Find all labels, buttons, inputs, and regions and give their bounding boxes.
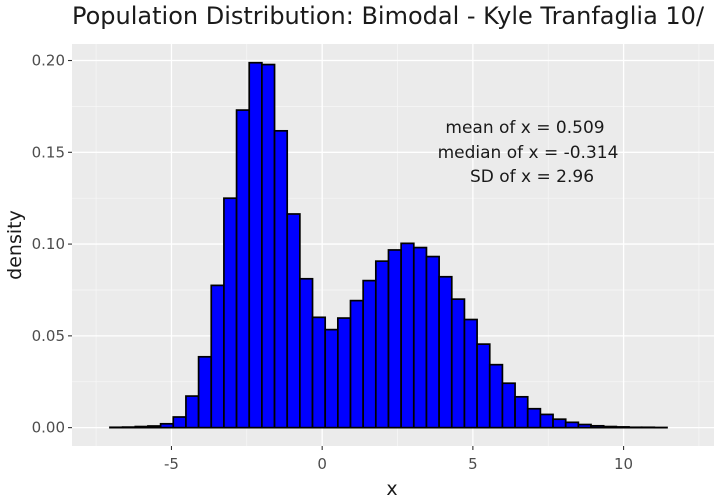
histogram-bar <box>602 425 618 429</box>
histogram-bar <box>564 421 580 429</box>
histogram-bar <box>248 61 263 429</box>
histogram-bar <box>450 298 466 429</box>
y-tick-label: 0.15 <box>32 143 65 161</box>
y-tick-label: 0.10 <box>32 235 65 253</box>
x-axis: -5 0 5 10 <box>164 446 633 473</box>
histogram-bar <box>299 277 314 429</box>
histogram-bar <box>324 328 339 429</box>
histogram-bar <box>590 424 605 429</box>
x-axis-title: x <box>386 478 397 500</box>
y-axis: 0.00 0.05 0.10 0.15 0.20 <box>32 52 72 437</box>
histogram-bar <box>425 255 440 429</box>
histogram-bar <box>400 242 415 429</box>
histogram-bar <box>387 249 402 429</box>
histogram-bar <box>197 355 213 429</box>
x-tick-label: -5 <box>164 455 179 473</box>
y-tick-label: 0.05 <box>32 327 65 345</box>
chart-title: Population Distribution: Bimodal - Kyle … <box>72 2 705 30</box>
x-tick-label: 0 <box>317 455 327 473</box>
histogram-bar <box>210 284 225 429</box>
histogram-bar <box>539 413 554 429</box>
histogram-bar <box>147 425 162 429</box>
histogram-bar <box>514 395 529 429</box>
histogram-bars <box>109 61 668 429</box>
histogram-bar <box>362 279 377 429</box>
y-tick-label: 0.00 <box>32 419 65 437</box>
histogram-bar <box>159 422 175 429</box>
y-axis-title: density <box>4 210 26 280</box>
histogram-bar <box>488 363 504 429</box>
histogram-bar <box>615 426 630 429</box>
histogram-bar <box>311 316 327 429</box>
histogram-bar <box>526 407 542 429</box>
histogram-bar <box>261 63 276 429</box>
histogram-bar <box>374 260 390 429</box>
histogram-bar <box>121 426 137 429</box>
histogram-bar <box>476 343 491 429</box>
histogram-bar <box>185 395 200 429</box>
annotation-sd: SD of x = 2.96 <box>470 167 594 187</box>
y-tick-label: 0.20 <box>32 52 65 70</box>
histogram-bar <box>577 423 592 429</box>
histogram-bar <box>501 382 516 429</box>
histogram-bar <box>172 416 187 429</box>
x-tick-label: 10 <box>614 455 633 473</box>
annotation-mean: mean of x = 0.509 <box>445 118 604 138</box>
histogram-bar <box>349 299 365 429</box>
histogram-bar <box>235 109 251 429</box>
histogram-bar <box>552 418 567 429</box>
histogram-bar <box>286 213 301 429</box>
summary-annotations: mean of x = 0.509 median of x = -0.314 S… <box>438 118 619 187</box>
histogram-bar <box>438 275 453 429</box>
histogram-bar <box>134 425 149 429</box>
histogram-bar <box>463 318 478 429</box>
histogram-bar <box>273 129 289 429</box>
x-tick-label: 5 <box>468 455 478 473</box>
annotation-median: median of x = -0.314 <box>438 143 619 163</box>
histogram-bar <box>336 317 352 429</box>
histogram-bar <box>223 197 238 429</box>
histogram-bar <box>412 246 428 429</box>
